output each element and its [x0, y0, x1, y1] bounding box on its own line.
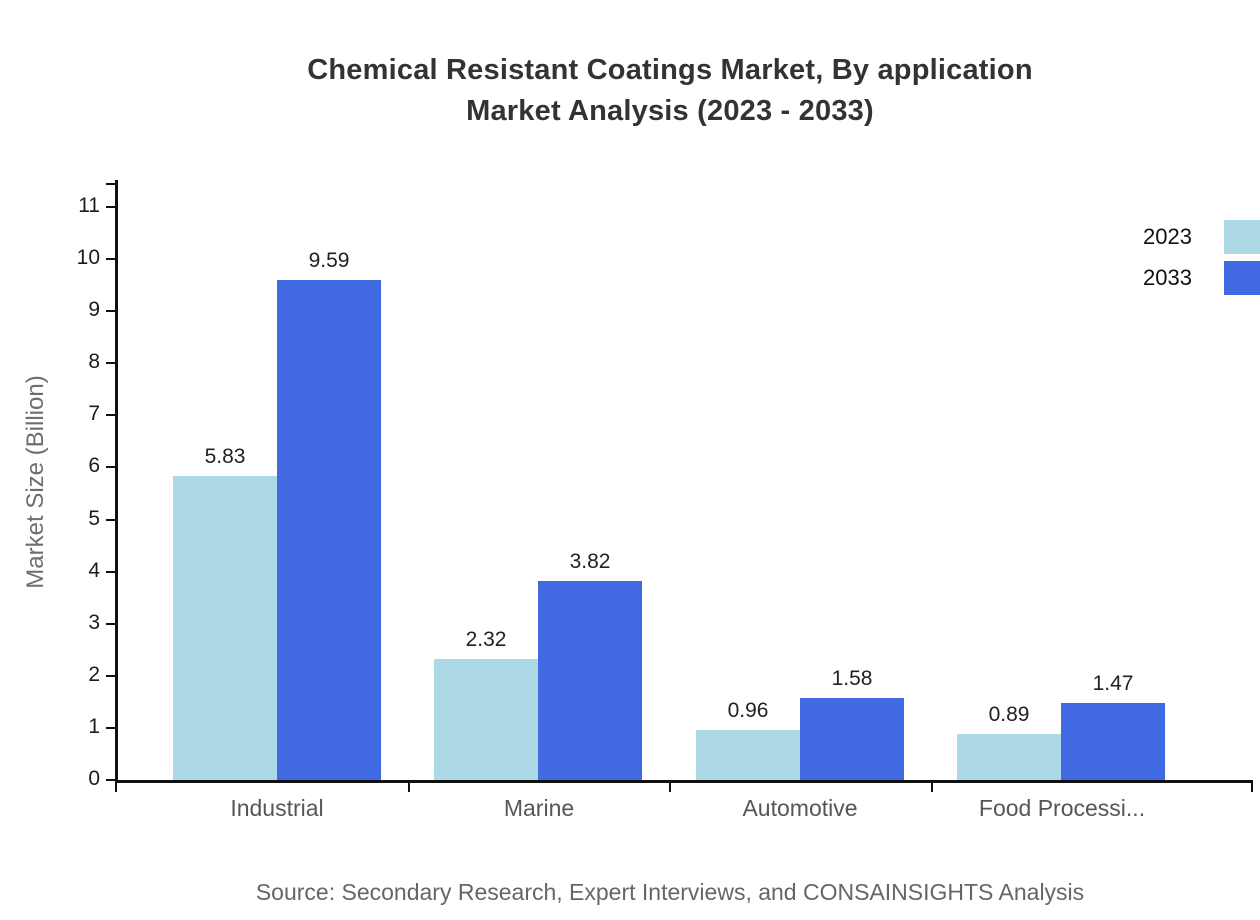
- y-tick: [106, 519, 115, 521]
- y-tick: [106, 623, 115, 625]
- x-tick: [1251, 783, 1253, 792]
- bar-2033-industrial: [277, 280, 381, 780]
- bar-value-label-2023-food-processi: 0.89: [988, 703, 1030, 726]
- bar-value-label-2033-automotive: 1.58: [831, 667, 873, 690]
- chart-title-line2: Market Analysis (2023 - 2033): [466, 95, 874, 127]
- bar-value-label-2033-industrial: 9.59: [308, 249, 350, 272]
- chart-title: Chemical Resistant Coatings Market, By a…: [80, 50, 1260, 132]
- bar-2023-industrial: [173, 476, 277, 780]
- bar-value-label-2033-marine: 3.82: [569, 550, 611, 573]
- y-tick: [106, 571, 115, 573]
- y-tick-label: 9: [88, 298, 100, 321]
- category-label-industrial: Industrial: [230, 795, 324, 821]
- x-tick: [115, 783, 117, 792]
- y-tick: [106, 675, 115, 677]
- category-label-marine: Marine: [503, 795, 575, 821]
- category-label-food-processi: Food Processi...: [978, 795, 1146, 821]
- y-tick: [106, 183, 115, 185]
- y-tick-label: 7: [88, 402, 100, 425]
- y-tick: [106, 206, 115, 208]
- y-tick: [106, 258, 115, 260]
- y-tick: [106, 414, 115, 416]
- legend-row-2023: 2023: [1050, 220, 1260, 254]
- y-tick: [106, 362, 115, 364]
- bar-2033-food-processi: [1061, 703, 1165, 780]
- y-tick: [106, 727, 115, 729]
- source-note: Source: Secondary Research, Expert Inter…: [255, 879, 1085, 905]
- bar-value-label-2033-food-processi: 1.47: [1092, 672, 1134, 695]
- bar-2023-marine: [434, 659, 538, 780]
- bar-value-label-2023-marine: 2.32: [465, 628, 507, 651]
- y-tick-label: 8: [88, 350, 100, 373]
- y-tick-label: 3: [88, 611, 100, 634]
- y-axis-line: [115, 180, 118, 783]
- bar-2033-marine: [538, 581, 642, 780]
- y-tick-label: 5: [88, 507, 100, 530]
- legend-label-2033: 2033: [1143, 265, 1192, 290]
- y-tick: [106, 310, 115, 312]
- legend-label-2023: 2023: [1143, 224, 1192, 249]
- y-tick: [106, 779, 115, 781]
- legend-row-2033: 2033: [1050, 261, 1260, 295]
- bar-value-label-2023-industrial: 5.83: [204, 445, 246, 468]
- category-label-automotive: Automotive: [742, 795, 858, 821]
- y-tick: [106, 466, 115, 468]
- x-axis-line: [115, 780, 1253, 783]
- bar-2033-automotive: [800, 698, 904, 780]
- chart-title-line1: Chemical Resistant Coatings Market, By a…: [307, 54, 1033, 86]
- legend: 2023 2033: [1050, 220, 1260, 310]
- y-tick-label: 6: [88, 454, 100, 477]
- bar-value-label-2023-automotive: 0.96: [727, 699, 769, 722]
- y-tick-label: 2: [88, 663, 100, 686]
- legend-swatch-2023: [1224, 220, 1260, 254]
- y-tick-label: 1: [88, 715, 100, 738]
- bar-2023-food-processi: [957, 734, 1061, 780]
- y-tick-label: 10: [76, 246, 100, 269]
- x-tick: [408, 783, 410, 792]
- x-tick: [931, 783, 933, 792]
- x-tick: [669, 783, 671, 792]
- bar-2023-automotive: [696, 730, 800, 780]
- y-tick-label: 0: [88, 767, 100, 790]
- legend-swatch-2033: [1224, 261, 1260, 295]
- y-tick-label: 11: [78, 194, 100, 217]
- y-tick-label: 4: [88, 559, 100, 582]
